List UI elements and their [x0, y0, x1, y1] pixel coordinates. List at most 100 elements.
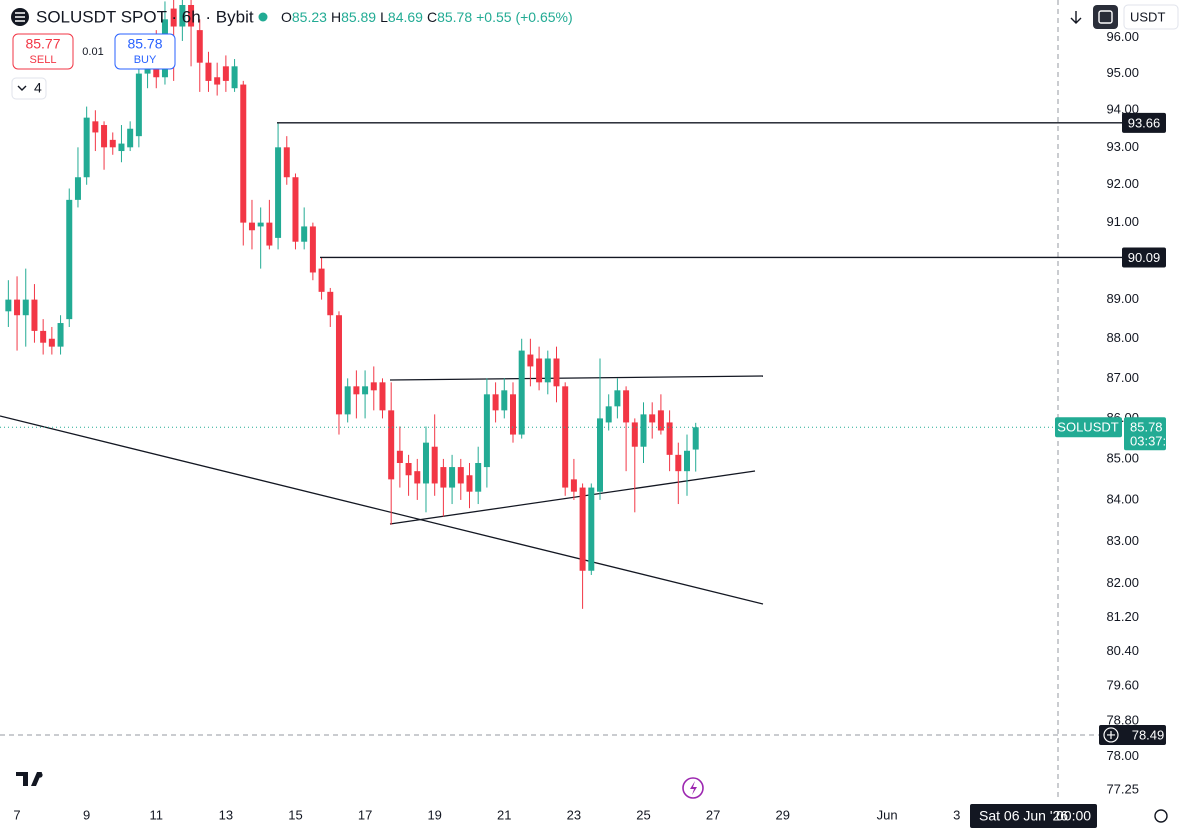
candle-body [292, 177, 299, 242]
x-tick-label: 13 [219, 807, 233, 822]
candle-body [596, 418, 603, 492]
candle-body [649, 414, 656, 423]
candle-body [57, 323, 64, 347]
symbol-icon-lines [15, 12, 25, 22]
candle-body [74, 177, 81, 200]
x-tick-label: 29 [775, 807, 789, 822]
level-label: 93.66 [1128, 115, 1161, 130]
candle-body [40, 330, 47, 343]
candle-body [405, 462, 412, 476]
candle-body [536, 358, 543, 383]
price-tag [1124, 417, 1166, 451]
arrow-icon [1070, 11, 1082, 24]
y-tick-label: 93.00 [1106, 139, 1139, 154]
candle-body [31, 299, 38, 331]
candle-body [257, 222, 264, 227]
sell-button[interactable] [12, 33, 74, 70]
candle-body [675, 454, 682, 472]
x-tick-label: 23 [567, 807, 581, 822]
x-tick-label: 17 [358, 807, 372, 822]
settings-icon[interactable] [1154, 809, 1168, 823]
countdown: 03:37:57 [1130, 434, 1181, 449]
indicators-toggle[interactable] [11, 77, 47, 100]
alert-bolt [690, 781, 697, 795]
candle-body [431, 446, 438, 484]
candle-body [362, 386, 369, 395]
y-tick-label: 78.80 [1106, 713, 1139, 728]
candle-body [388, 410, 395, 480]
candle-body [623, 390, 630, 423]
crosshair-date: Sat 06 Jun '26 [979, 808, 1068, 824]
candle-body [527, 354, 534, 367]
candle-body [309, 226, 316, 273]
alert-icon[interactable] [682, 777, 704, 799]
candle-body [231, 66, 238, 89]
y-tick-label: 96.00 [1106, 29, 1139, 44]
candle-body [614, 390, 621, 407]
x-tick-label: 19 [427, 807, 441, 822]
y-tick-label: 83.00 [1106, 533, 1139, 548]
candle-body [14, 299, 21, 316]
x-tick-label: 3 [953, 807, 960, 822]
candle-body [570, 479, 577, 492]
candle-body [588, 487, 595, 571]
x-tick-label: 21 [497, 807, 511, 822]
candle-body [92, 121, 99, 133]
ohlc-value: 85.78 [437, 9, 472, 25]
logo [16, 772, 42, 786]
candle-body [518, 350, 525, 435]
buy-label: BUY [134, 54, 157, 66]
candle-body [118, 143, 125, 152]
candle-body [222, 66, 229, 81]
x-tick-label: 9 [83, 807, 90, 822]
ohlc-value: 85.89 [341, 9, 376, 25]
ohlc-letter: H [331, 9, 341, 25]
candle-body [48, 338, 55, 347]
currency-button[interactable] [1123, 4, 1179, 30]
candle-body [5, 299, 12, 312]
candle-body [483, 394, 490, 468]
candle-body [101, 125, 108, 148]
y-tick-label: 85.00 [1106, 450, 1139, 465]
price-tag-label: 85.78 [1130, 420, 1163, 435]
candle-body [22, 299, 29, 316]
x-tick-label: Jun [877, 807, 898, 822]
candle-body [605, 406, 612, 423]
candle-body [457, 467, 464, 484]
candle-body [240, 84, 247, 223]
level-label: 90.09 [1128, 250, 1161, 265]
candle-body [449, 467, 456, 488]
y-tick-label: 89.00 [1106, 291, 1139, 306]
logo-dot [37, 772, 43, 778]
change: +0.55 (+0.65%) [476, 9, 573, 25]
ohlc-letter: C [427, 9, 437, 25]
fullscreen-button[interactable] [1093, 5, 1118, 29]
candle-body [109, 139, 116, 148]
level-tag [1122, 247, 1166, 268]
candle-body [466, 475, 473, 492]
chevron [17, 85, 27, 91]
y-tick-label: 84.00 [1106, 491, 1139, 506]
candle-body [370, 382, 377, 391]
candle-body [553, 358, 560, 387]
sell-price: 85.77 [25, 36, 60, 52]
candle-body [335, 315, 342, 415]
x-tick-label: 25 [636, 807, 650, 822]
buy-button[interactable] [114, 33, 176, 70]
x-tick-label: 11 [150, 807, 164, 822]
add-icon [1103, 727, 1119, 743]
add-icon-plus [1107, 730, 1115, 739]
level-tag [1122, 112, 1166, 133]
fullscreen-icon [1098, 10, 1113, 24]
candle-body [379, 382, 386, 411]
candle-body [692, 427, 699, 450]
y-tick-label: 87.00 [1106, 370, 1139, 385]
ohlc-value: 84.69 [388, 9, 423, 25]
y-tick-label: 82.00 [1106, 575, 1139, 590]
plot-area [0, 0, 764, 609]
candle-body [301, 226, 308, 242]
y-tick-label: 92.00 [1106, 176, 1139, 191]
candle-body [135, 73, 142, 137]
candle-body [179, 5, 186, 27]
